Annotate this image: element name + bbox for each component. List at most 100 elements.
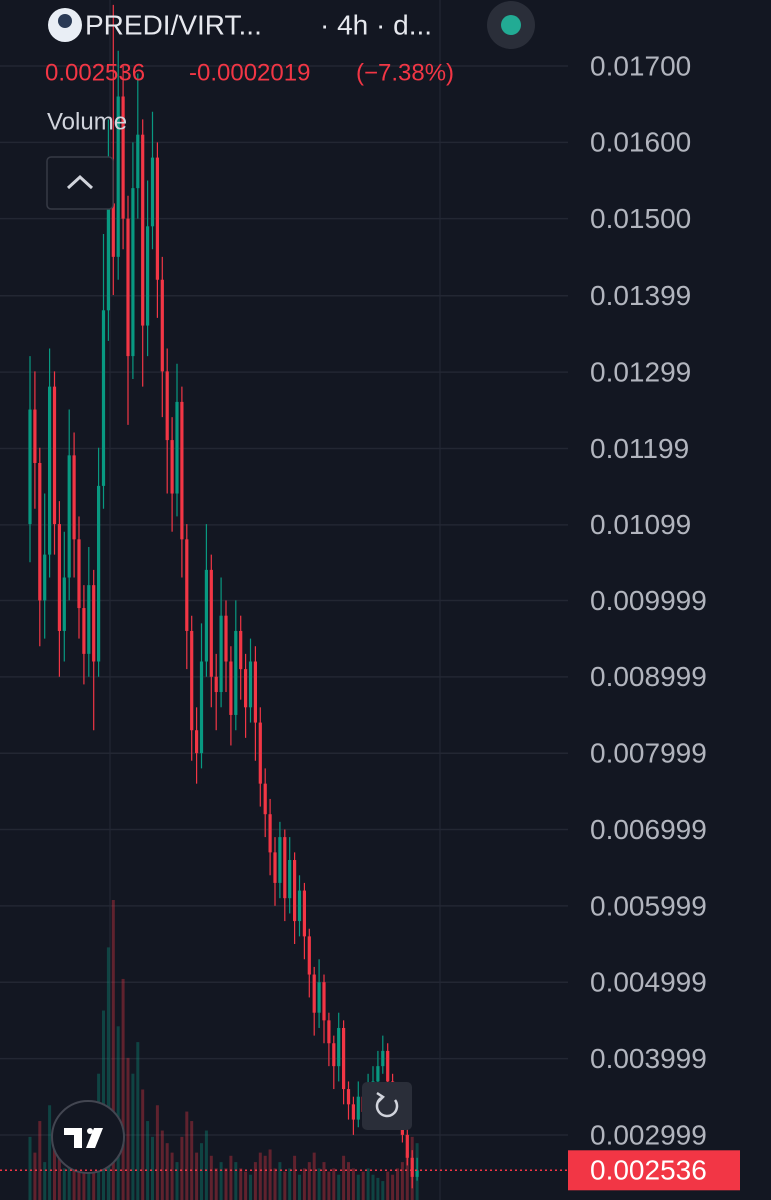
candle-body [229, 661, 233, 715]
volume-bar [273, 1168, 277, 1200]
volume-bar [278, 1162, 282, 1200]
candle-body [106, 203, 110, 311]
volume-bar [376, 1177, 380, 1200]
volume-bar [371, 1174, 375, 1200]
chevron-icon [66, 174, 94, 190]
volume-bar [249, 1174, 252, 1200]
candle-body [332, 1043, 336, 1067]
candle-body [155, 157, 159, 280]
candle-body [278, 837, 282, 883]
volume-bar [219, 1162, 223, 1200]
reset-arrow [376, 1091, 385, 1103]
candle-body [376, 1066, 380, 1082]
header: PREDI/VIRT... · 4h · d... 0.002536 -0.00… [45, 1, 535, 210]
price-axis: 0.01700 0.01600 0.01500 0.01399 0.01299 0.011… [590, 50, 707, 1150]
candle-body [52, 386, 57, 525]
volume-bar [111, 900, 115, 1200]
candle-body [38, 462, 42, 601]
current-price: 0.002536 [0, 1150, 740, 1191]
logo-dot [87, 1128, 93, 1134]
volume-bar [298, 1174, 301, 1200]
volume-bar [405, 1152, 409, 1200]
volume-label: Volume [47, 108, 127, 135]
volume-bar [204, 1130, 208, 1200]
candle-body [175, 401, 179, 494]
volume-bar [293, 1155, 297, 1200]
candle-body [307, 936, 311, 975]
volume-bar [229, 1155, 233, 1200]
volume-bar [28, 1136, 32, 1200]
volume-bar [244, 1171, 248, 1200]
y-tick-label: 0.01399 [590, 280, 691, 311]
y-tick-label: 0.01199 [590, 433, 689, 464]
candle-body [170, 440, 174, 494]
candle-body [67, 455, 71, 578]
candle-body [72, 455, 76, 540]
candle-body [214, 676, 218, 693]
volume-bar [126, 1057, 130, 1200]
volume-bar [312, 1152, 316, 1200]
collapse-button[interactable] [46, 156, 114, 210]
candle-body [199, 661, 204, 754]
volume-bar [195, 1152, 199, 1200]
candle-body [337, 1027, 341, 1067]
candle-body [150, 157, 155, 227]
tv-logo[interactable] [51, 1100, 125, 1174]
candle-body [381, 1050, 385, 1067]
candle-body [234, 630, 238, 715]
volume-bar [391, 1174, 395, 1200]
volume-bar [151, 1136, 154, 1200]
volume-bar [53, 1143, 56, 1200]
volume-bar [258, 1152, 262, 1200]
candle-body [116, 96, 120, 257]
candle-body [351, 1104, 355, 1120]
candle-body [346, 1089, 351, 1105]
reset-button[interactable] [362, 1082, 412, 1130]
candle-body [62, 577, 66, 631]
candle-body [190, 630, 194, 731]
y-tick-label: 0.002999 [590, 1119, 707, 1150]
candle-body [405, 1134, 409, 1158]
change-percent: (−7.38%) [356, 59, 454, 86]
candle-body [283, 837, 287, 899]
volume-bar [288, 1168, 292, 1200]
volume-bar [175, 1162, 179, 1200]
volume-bar [77, 1149, 81, 1200]
candle-body [263, 783, 267, 815]
price-box [568, 1150, 740, 1191]
volume-bar [224, 1168, 228, 1200]
candle-body [160, 279, 164, 372]
volume-bar [337, 1174, 341, 1200]
candle-body [288, 860, 292, 899]
candle-body [126, 218, 130, 357]
volume-bar [214, 1168, 218, 1200]
y-tick-label: 0.01500 [590, 203, 691, 234]
y-tick-label: 0.009999 [590, 585, 707, 616]
candle-body [101, 310, 106, 486]
candle-body [33, 409, 37, 463]
candle-body [312, 974, 316, 1013]
y-tick-label: 0.003999 [590, 1043, 707, 1074]
volume-bar [234, 1162, 238, 1200]
volume-bar [180, 1136, 184, 1200]
volume-bar [116, 1026, 120, 1200]
volume-bar [72, 1162, 76, 1200]
candle-body [248, 661, 253, 708]
volume-bar [351, 1168, 355, 1200]
y-tick-label: 0.01700 [590, 50, 691, 81]
candle-body [268, 814, 272, 853]
candle-body [327, 1020, 331, 1044]
change: -0.0002019 [189, 59, 310, 86]
volume-bar [136, 1042, 140, 1200]
y-tick-label: 0.01600 [590, 127, 691, 158]
y-tick-label: 0.01299 [590, 357, 691, 388]
y-tick-label: 0.006999 [590, 814, 707, 845]
candle-body [92, 585, 96, 662]
volume-bar [347, 1162, 350, 1200]
candle-body [131, 188, 135, 357]
candle-body [87, 585, 91, 654]
volume-bar [386, 1171, 390, 1200]
candle-body [141, 134, 145, 326]
volume-bar [381, 1181, 385, 1200]
